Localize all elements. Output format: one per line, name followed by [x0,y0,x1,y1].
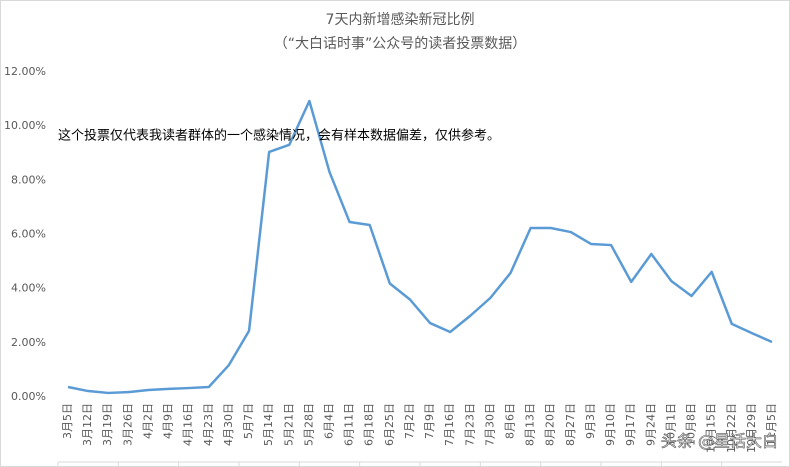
x-tick-label: 8月6日 [504,403,517,439]
x-tick-label: 9月17日 [624,403,637,446]
y-tick-label: 0.00% [11,390,46,403]
x-tick-label: 4月30日 [222,403,235,446]
y-tick-label: 2.00% [11,336,46,349]
x-tick-label: 9月10日 [604,403,617,446]
x-tick-label: 10月15日 [705,403,718,453]
y-tick-label: 8.00% [11,173,46,186]
x-tick-label: 3月5日 [61,403,74,439]
x-tick-label: 10月8日 [685,403,698,446]
chart-title: 7天内新增感染新冠比例 [326,11,475,28]
x-tick-label: 7月16日 [443,403,456,446]
annotation: 这个投票仅代表我读者群体的一个感染情况，会有样本数据偏差，仅供参考。 [58,128,500,144]
x-tick-label: 3月12日 [81,403,94,446]
x-tick-label: 8月27日 [564,403,577,446]
x-tick-label: 6月4日 [322,403,335,439]
x-tick-label: 5月14日 [262,403,275,446]
x-tick-label: 7月30日 [483,403,496,446]
x-tick-label: 6月11日 [343,403,356,446]
x-tick-label: 6月25日 [383,403,396,446]
x-tick-label: 3月19日 [101,403,114,446]
series-line [67,99,773,395]
x-tick-label: 4月16日 [182,403,195,446]
x-tick-label: 11月5日 [765,403,778,446]
x-tick-label: 8月20日 [544,403,557,446]
x-tick-label: 10月1日 [664,403,677,446]
x-tick-label: 10月22日 [725,403,738,453]
x-tick-label: 5月28日 [302,403,315,446]
x-tick-label: 4月23日 [202,403,215,446]
y-tick-label: 10.00% [4,119,46,132]
x-tick-label: 4月2日 [141,403,154,439]
x-tick-label: 4月9日 [162,403,175,439]
x-tick-label: 5月7日 [242,403,255,439]
x-tick-label: 3月26日 [121,403,134,446]
y-tick-label: 12.00% [4,65,46,78]
x-tick-label: 5月21日 [282,403,295,446]
x-tick-label: 10月29日 [745,403,758,453]
x-tick-label: 6月18日 [363,403,376,446]
x-tick-label: 9月3日 [584,403,597,439]
chart-subtitle: （“大白话时事”公众号的读者投票数据） [274,35,527,52]
watermark: 头条 @星话大白 [661,432,778,451]
x-tick-label: 7月2日 [403,403,416,439]
x-tick-label: 7月9日 [423,403,436,439]
y-tick-label: 6.00% [11,228,46,241]
x-tick-label: 9月24日 [644,403,657,446]
x-tick-label: 7月23日 [463,403,476,446]
y-tick-label: 4.00% [11,282,46,295]
x-tick-label: 8月13日 [524,403,537,446]
